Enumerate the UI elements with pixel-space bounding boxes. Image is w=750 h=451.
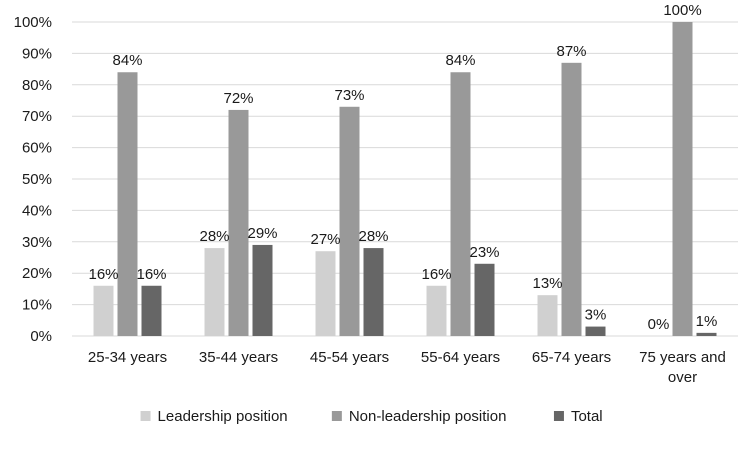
bar [204,248,225,336]
bars [93,22,717,337]
data-label: 1% [696,313,718,330]
y-tick-label: 50% [22,171,52,188]
bar [537,295,558,336]
bar [561,62,582,336]
x-category-label: 35-44 years [199,349,278,366]
bar [315,251,336,336]
data-label: 84% [445,52,475,69]
legend-label: Total [571,408,603,425]
x-category-label: over [668,369,697,386]
data-label: 72% [223,90,253,107]
data-label: 0% [648,316,670,333]
bar [93,285,114,336]
data-label: 28% [358,228,388,245]
data-label: 27% [310,231,340,248]
x-category-label: 25-34 years [88,349,167,366]
data-label: 3% [585,307,607,324]
data-label: 29% [247,225,277,242]
bar [339,106,360,336]
bar [141,285,162,336]
bar [117,72,138,337]
y-tick-label: 70% [22,108,52,125]
data-label: 28% [199,228,229,245]
data-labels: 16% 84% 16% 28% 72% 29% 27% 73% 28% 16% 84% 23% 13% 8… [88,2,717,333]
legend-swatch [140,411,151,421]
bar [450,72,471,337]
y-axis-tick-labels: 0% 10% 20% 30% 40% 50% 60% 70% 80% 90% 100% [14,14,52,345]
bar [252,244,273,336]
data-label: 16% [88,266,118,283]
data-label: 87% [556,43,586,60]
y-tick-label: 60% [22,140,52,157]
y-tick-label: 20% [22,265,52,282]
y-tick-label: 0% [30,328,52,345]
bar [474,263,495,336]
bar [228,109,249,336]
bar [585,326,606,336]
bar [426,285,447,336]
data-label: 16% [136,266,166,283]
legend: Leadership position Non-leadership positi… [140,408,603,425]
bar [696,332,717,336]
legend-swatch [331,411,342,421]
y-tick-label: 10% [22,297,52,314]
legend-label: Leadership position [158,408,288,425]
y-tick-label: 100% [14,14,52,31]
bar [672,22,693,336]
legend-label: Non-leadership position [349,408,507,425]
x-category-label: 75 years and [639,349,726,366]
y-tick-label: 40% [22,202,52,219]
x-axis-category-labels: 25-34 years 35-44 years 45-54 years 55-64 y… [88,349,726,386]
data-label: 84% [112,52,142,69]
data-label: 73% [334,87,364,104]
x-category-label: 65-74 years [532,349,611,366]
x-category-label: 45-54 years [310,349,389,366]
x-category-label: 55-64 years [421,349,500,366]
legend-swatch [553,411,564,421]
data-label: 13% [532,275,562,292]
y-tick-label: 30% [22,234,52,251]
data-label: 100% [663,2,701,19]
bar [363,248,384,336]
y-tick-label: 90% [22,45,52,62]
gridlines [72,21,738,337]
data-label: 16% [421,266,451,283]
y-tick-label: 80% [22,77,52,94]
data-label: 23% [469,244,499,261]
